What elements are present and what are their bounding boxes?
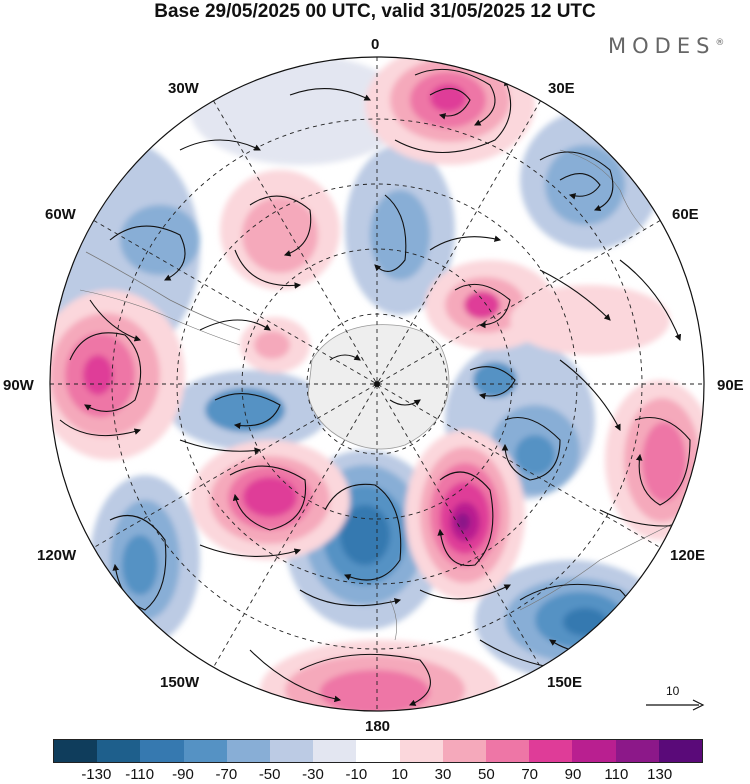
colorbar-segment — [270, 740, 314, 762]
colorbar-segment — [615, 740, 659, 762]
colorbar-tick-label: 110 — [604, 766, 629, 783]
brand-logo: MODES® — [608, 34, 724, 58]
colorbar-tick-label: -10 — [345, 766, 368, 783]
lon-label-60e: 60E — [672, 206, 699, 223]
colorbar-tick-label: -30 — [302, 766, 324, 783]
colorbar-tick-label: -90 — [172, 766, 194, 783]
lon-label-150e: 150E — [547, 674, 583, 691]
map-title: Base 29/05/2025 00 UTC, valid 31/05/2025… — [154, 1, 596, 22]
colorbar-segment — [183, 740, 227, 762]
colorbar-tick-label: 70 — [521, 766, 538, 783]
map-boundary — [49, 56, 705, 712]
colorbar-segment — [226, 740, 271, 762]
lon-label-30e: 30E — [548, 80, 575, 97]
anomaly-field — [50, 57, 704, 711]
reference-vector-label: 10 — [666, 684, 680, 698]
colorbar-tick-label: -130 — [81, 766, 112, 783]
colorbar-segment — [486, 740, 530, 762]
colorbar-segment — [658, 740, 703, 762]
brand-registered-mark: ® — [715, 38, 725, 48]
colorbar-tick-label: 10 — [391, 766, 408, 783]
colorbar-tick-label: 130 — [647, 766, 673, 783]
colorbar-tick-label: -50 — [258, 766, 281, 783]
colorbar-segment — [54, 740, 98, 762]
colorbar-tick-label: 50 — [477, 766, 495, 783]
colorbar-tick-label: 30 — [434, 766, 452, 783]
lon-label-0: 0 — [371, 36, 380, 53]
lon-label-150w: 150W — [160, 674, 200, 691]
colorbar-segment — [399, 740, 443, 762]
wind-streamlines — [59, 68, 691, 706]
polar-stereographic-map — [49, 56, 705, 712]
lon-label-60w: 60W — [45, 206, 76, 223]
colorbar-segment — [529, 740, 573, 762]
lon-label-90w: 90W — [3, 377, 34, 394]
colorbar-segment — [356, 740, 400, 762]
colorbar-tick-label: 90 — [564, 766, 582, 783]
colorbar-ticks: -130 -110 -90 -70 -50 -30 -10 10 30 50 70 90 110 130 — [0, 766, 750, 784]
lon-label-120w: 120W — [37, 547, 77, 564]
lon-label-90e: 90E — [717, 377, 744, 394]
arrow-right-icon — [646, 699, 705, 711]
colorbar-tick-label: -110 — [125, 766, 155, 783]
graticule — [50, 57, 704, 711]
colorbar-segment — [140, 740, 184, 762]
colorbar-segment — [572, 740, 616, 762]
brand-name: MODES — [608, 34, 716, 58]
colorbar-tick-label: -70 — [215, 766, 238, 783]
colorbar-segment — [313, 740, 357, 762]
colorbar-segment — [97, 740, 141, 762]
lon-label-30w: 30W — [168, 80, 199, 97]
colorbar-segment — [442, 740, 487, 762]
south-pole-marker — [374, 381, 380, 387]
colorbar — [53, 739, 703, 763]
lon-label-120e: 120E — [670, 547, 706, 564]
lon-label-180: 180 — [365, 718, 391, 735]
